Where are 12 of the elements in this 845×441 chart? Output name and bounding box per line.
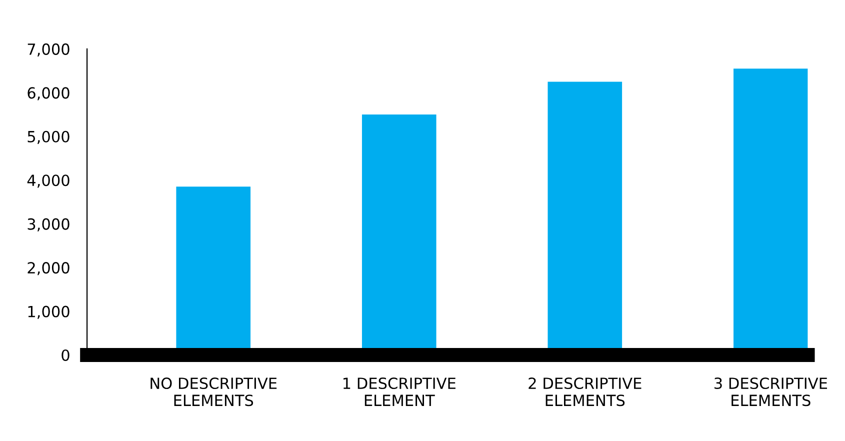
y-tick-label: 4,000 <box>27 174 70 188</box>
x-tick-label: 1 DESCRIPTIVE ELEMENT <box>343 377 456 406</box>
x-tick-label: 2 DESCRIPTIVE ELEMENTS <box>528 377 642 406</box>
x-tick-label: 3 DESCRIPTIVE ELEMENTS <box>714 377 828 406</box>
y-tick-label: 5,000 <box>28 130 70 144</box>
y-tick-label: 0 <box>62 349 70 362</box>
y-tick-label: 3,000 <box>28 218 70 232</box>
y-tick-label: 1,000 <box>28 306 70 319</box>
y-tick-label: 7,000 <box>28 43 70 57</box>
y-tick-label: 2,000 <box>28 262 70 276</box>
y-tick-label: 6,000 <box>28 87 70 100</box>
x-tick-label: NO DESCRIPTIVE ELEMENTS <box>150 377 277 406</box>
